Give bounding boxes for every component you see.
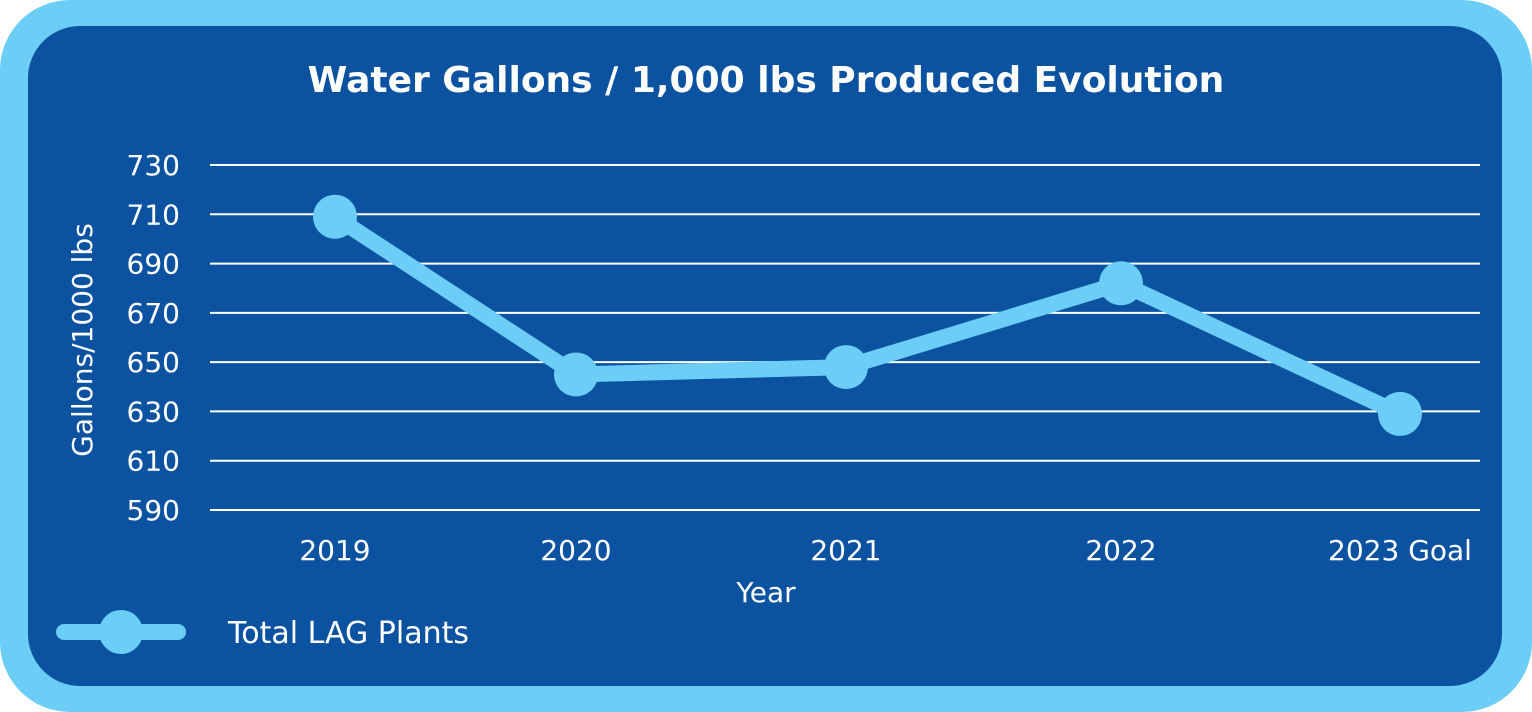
series-line	[327, 208, 1408, 422]
chart-panel	[28, 26, 1502, 686]
grid-lines	[210, 164, 1480, 511]
y-tick-label: 610	[127, 445, 180, 478]
x-axis-title: Year	[735, 576, 796, 609]
y-tick-label: 630	[127, 395, 180, 428]
data-point	[1099, 261, 1143, 306]
y-tick-label: 730	[127, 149, 180, 182]
x-tick-label: 2023 Goal	[1328, 534, 1472, 567]
x-axis-ticks: 2019 2020 2021 2022 2023 Goal	[299, 534, 1472, 567]
x-tick-label: 2021	[810, 534, 881, 567]
data-point	[1378, 391, 1422, 436]
x-tick-label: 2022	[1085, 534, 1156, 567]
data-point	[824, 345, 868, 390]
x-tick-label: 2020	[540, 534, 611, 567]
legend: Total LAG Plants	[56, 610, 469, 654]
series-layer	[313, 194, 1422, 436]
y-axis-ticks: 590 610 630 650 670 690 710 730	[127, 149, 180, 527]
chart-title: Water Gallons / 1,000 lbs Produced Evolu…	[308, 60, 1225, 101]
y-tick-label: 590	[127, 494, 180, 527]
data-point	[313, 194, 357, 239]
x-tick-label: 2019	[299, 534, 370, 567]
y-tick-label: 690	[127, 248, 180, 281]
legend-label: Total LAG Plants	[227, 616, 469, 651]
y-tick-label: 650	[127, 346, 180, 379]
y-tick-label: 670	[127, 297, 180, 330]
y-tick-label: 710	[127, 198, 180, 231]
data-point	[554, 352, 598, 397]
legend-marker-swatch	[99, 610, 143, 654]
y-axis-title: Gallons/1000 lbs	[66, 223, 99, 457]
